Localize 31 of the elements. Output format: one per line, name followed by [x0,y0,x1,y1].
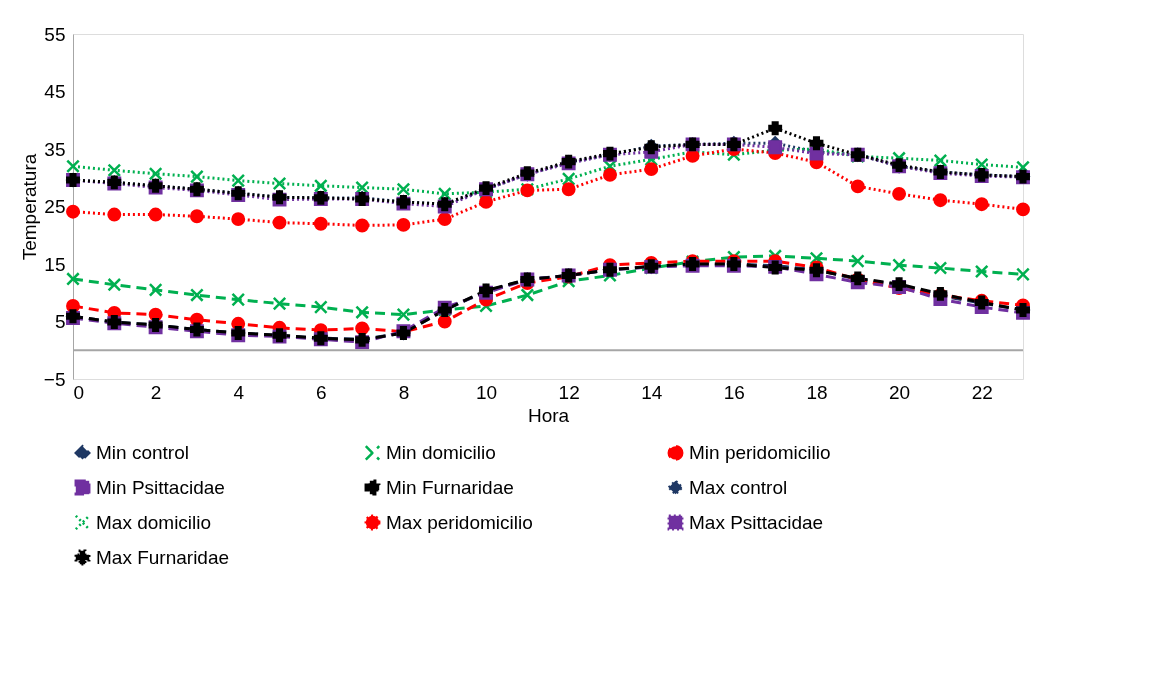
x-axis-title: Hora [527,404,570,426]
y-tick-label: 5 [54,311,66,332]
x-tick-label: 0 [73,381,85,403]
y-axis-title: Temperatura [18,153,40,261]
y-tick-label: 25 [44,196,66,217]
x-tick-label: 10 [475,381,498,403]
legend-label: Min Psittacidae [96,476,225,498]
legend-label: Min control [96,441,189,463]
x-tick-label: 22 [971,381,993,403]
legend-label: Max Psittacidae [689,511,824,533]
y-tick-label: 35 [44,138,66,160]
x-tick-label: 6 [316,381,327,403]
x-tick-label: 16 [723,381,745,403]
legend-label: Max domicilio [96,511,212,533]
y-tick-label: 45 [44,81,66,102]
legend-label: Max Furnaridae [96,546,230,568]
x-tick-label: 20 [889,381,911,403]
legend-label: Max control [689,476,788,498]
x-tick-label: 2 [150,381,162,403]
y-tick-label: 55 [44,23,66,45]
legend-label: Min peridomicilio [689,441,831,463]
legend-label: Min domicilio [386,441,496,463]
x-tick-label: 18 [806,381,828,403]
x-tick-label: 8 [398,381,410,403]
y-tick-label: 15 [44,253,66,275]
legend-label: Max peridomicilio [386,511,533,533]
x-tick-label: 4 [233,381,245,403]
y-tick-label: −5 [43,368,66,390]
x-tick-label: 12 [558,381,580,403]
x-tick-label: 14 [641,381,663,403]
legend-label: Min Furnaridae [386,476,514,498]
